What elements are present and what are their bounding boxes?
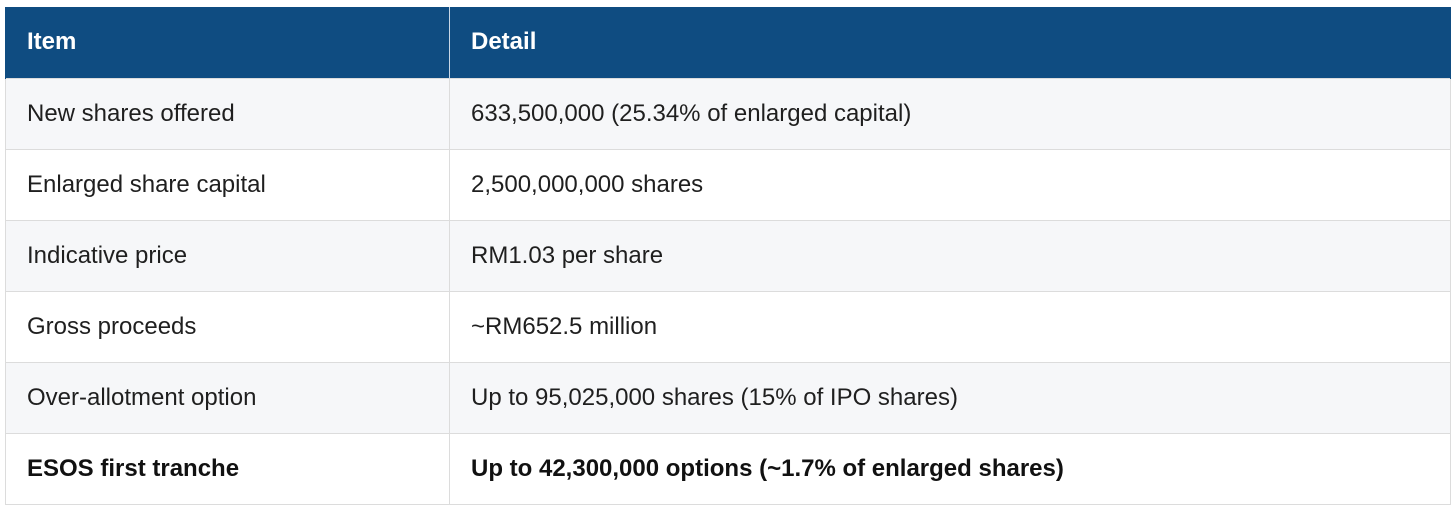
cell-detail: Up to 95,025,000 shares (15% of IPO shar…: [449, 361, 1451, 434]
table-row: Over-allotment option Up to 95,025,000 s…: [5, 361, 1451, 434]
cell-item: Gross proceeds: [5, 290, 450, 363]
column-header-detail: Detail: [449, 7, 1451, 78]
table-row: ESOS first tranche Up to 42,300,000 opti…: [5, 432, 1451, 505]
table-header: Item Detail: [5, 7, 1451, 78]
cell-detail: ~RM652.5 million: [449, 290, 1451, 363]
table-row: Gross proceeds ~RM652.5 million: [5, 290, 1451, 363]
cell-detail: RM1.03 per share: [449, 219, 1451, 292]
cell-item: ESOS first tranche: [5, 432, 450, 505]
ipo-details-table-wrapper: Item Detail New shares offered 633,500,0…: [5, 7, 1451, 505]
cell-detail: 633,500,000 (25.34% of enlarged capital): [449, 77, 1451, 150]
cell-item: Enlarged share capital: [5, 148, 450, 221]
header-row: Item Detail: [5, 7, 1451, 78]
cell-detail: 2,500,000,000 shares: [449, 148, 1451, 221]
cell-detail: Up to 42,300,000 options (~1.7% of enlar…: [449, 432, 1451, 505]
table-row: New shares offered 633,500,000 (25.34% o…: [5, 77, 1451, 150]
table-row: Indicative price RM1.03 per share: [5, 219, 1451, 292]
cell-item: Indicative price: [5, 219, 450, 292]
column-header-item: Item: [5, 7, 450, 78]
ipo-details-table: Item Detail New shares offered 633,500,0…: [5, 7, 1451, 505]
cell-item: Over-allotment option: [5, 361, 450, 434]
table-row: Enlarged share capital 2,500,000,000 sha…: [5, 148, 1451, 221]
cell-item: New shares offered: [5, 77, 450, 150]
table-body: New shares offered 633,500,000 (25.34% o…: [5, 77, 1451, 505]
